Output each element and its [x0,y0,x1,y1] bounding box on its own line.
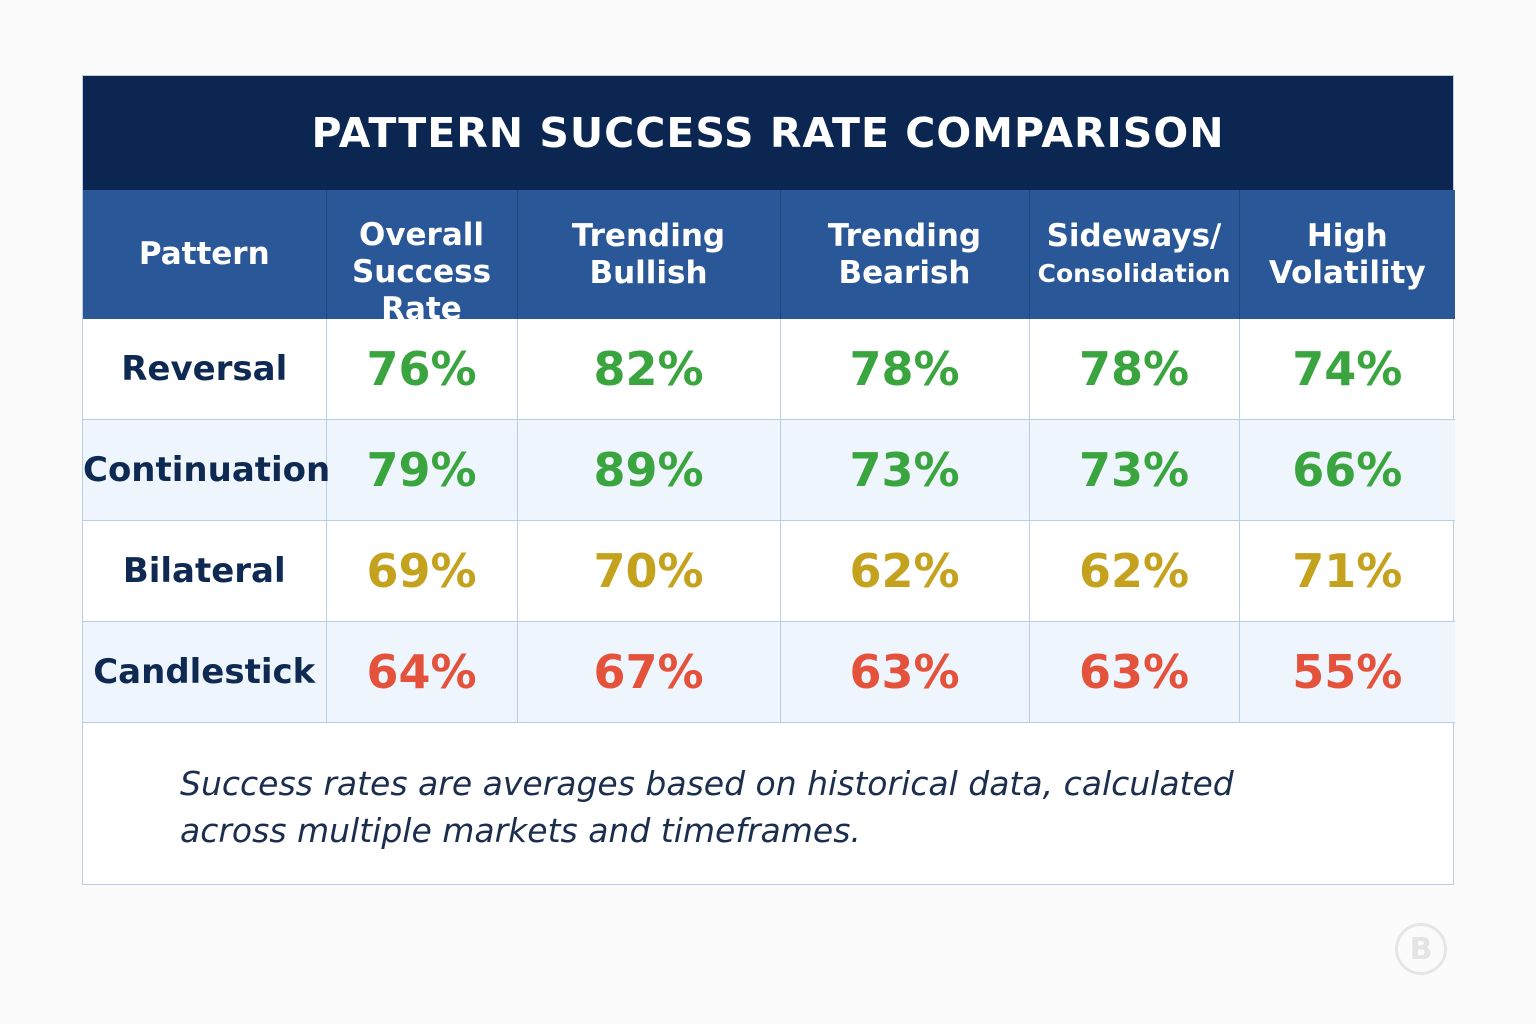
success-rate-cell: 70% [516,520,780,622]
chart-title: PATTERN SUCCESS RATE COMPARISON [83,76,1453,190]
table-row: Continuation 79% 89% 73% 73% 66% [83,419,1455,521]
success-rate-cell: 73% [779,419,1029,521]
table-row: Reversal 76% 82% 78% 78% 74% [83,319,1455,420]
success-rate-cell: 62% [779,520,1029,622]
success-rate-cell: 63% [1028,621,1239,723]
success-rate-cell: 64% [325,621,517,723]
table-row: Bilateral 69% 70% 62% 62% 71% [83,520,1455,622]
success-rate-cell: 78% [779,319,1029,420]
success-rate-cell: 73% [1028,419,1239,521]
success-rate-cell: 62% [1028,520,1239,622]
success-rate-cell: 66% [1238,419,1455,521]
success-rate-cell: 69% [325,520,517,622]
success-rate-cell: 78% [1028,319,1239,420]
success-rate-cell: 67% [516,621,780,723]
comparison-card: PATTERN SUCCESS RATE COMPARISON Pattern … [82,75,1455,885]
success-rate-cell: 82% [516,319,780,420]
row-label: Bilateral [83,520,326,622]
footnote: Success rates are averages based on hist… [180,760,1330,854]
success-rate-cell: 76% [325,319,517,420]
success-rate-cell: 89% [516,419,780,521]
column-header-pattern: Pattern [83,190,326,319]
success-rate-cell: 63% [779,621,1029,723]
row-label: Candlestick [83,621,326,723]
table-row: Candlestick 64% 67% 63% 63% 55% [83,621,1455,723]
row-label: Continuation [83,419,330,521]
column-header-high-volatility: High Volatility [1238,190,1455,319]
watermark-logo-icon: B [1395,923,1447,975]
success-rate-cell: 79% [325,419,517,521]
row-label: Reversal [83,319,326,420]
column-header-trending-bullish: Trending Bullish [516,190,780,319]
column-header-sideways-consolidation: Sideways/ Consolidation [1028,190,1239,319]
column-header-overall-success-rate: Overall Success Rate [325,190,517,327]
column-header-trending-bearish: Trending Bearish [779,190,1029,319]
success-rate-cell: 74% [1238,319,1455,420]
header-row: Pattern Overall Success Rate Trending Bu… [83,190,1455,327]
success-rate-cell: 55% [1238,621,1455,723]
success-rate-cell: 71% [1238,520,1455,622]
success-rate-table: Pattern Overall Success Rate Trending Bu… [83,190,1455,723]
table-body: Reversal 76% 82% 78% 78% 74% Continuation 79% 89… [83,319,1455,723]
footnote-line: Success rates are averages based on hist… [180,764,1234,803]
footnote-line: across multiple markets and timeframes. [180,811,861,850]
